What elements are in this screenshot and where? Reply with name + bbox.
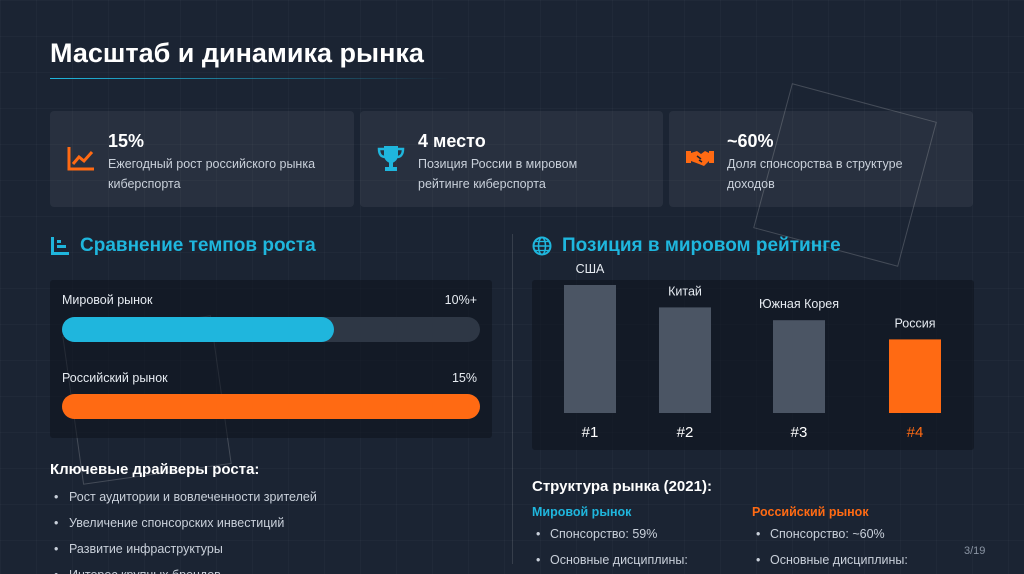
rank-number-label: #3	[791, 424, 808, 441]
stat-description: Ежегодный рост российского рынка киберсп…	[108, 157, 316, 191]
bar-label-world: Мировой рынок	[62, 293, 153, 307]
list-item: Основные дисциплины:	[752, 550, 908, 574]
rank-country-label: Южная Корея	[759, 297, 839, 311]
list-item: Увеличение спонсорских инвестиций	[54, 513, 317, 539]
list-item: Рост аудитории и вовлеченности зрителей	[54, 487, 317, 513]
drivers-title: Ключевые драйверы роста:	[50, 461, 260, 478]
structure-list-world: Спонсорство: 59% Основные дисциплины:	[532, 524, 688, 574]
growth-section-title: Сравнение темпов роста	[80, 235, 316, 256]
growth-panel: Мировой рынок 10%+ Российский рынок 15%	[50, 280, 492, 438]
rank-country-label: Россия	[895, 316, 936, 330]
title-underline	[50, 78, 450, 79]
list-item: Основные дисциплины:	[532, 550, 688, 574]
bar-track-world	[62, 317, 480, 342]
bar-fill-russia	[62, 394, 480, 419]
bar-fill-world	[62, 317, 334, 342]
rank-bar	[659, 307, 711, 413]
stat-value: 4 место	[418, 131, 486, 151]
rank-bar	[564, 285, 616, 413]
bar-value-world: 10%+	[444, 293, 477, 307]
bar-track-russia	[62, 394, 480, 419]
structure-col-head-russia: Российский рынок	[752, 505, 869, 519]
list-item: Развитие инфраструктуры	[54, 539, 317, 565]
rank-number-label: #1	[582, 424, 599, 441]
list-item: Спонсорство: 59%	[532, 524, 688, 550]
ranking-section-title: Позиция в мировом рейтинге	[562, 235, 841, 256]
line-chart-icon	[67, 147, 94, 171]
bar-value-russia: 15%	[451, 371, 477, 385]
rank-country-label: Китай	[668, 284, 702, 298]
rank-number-label: #4	[907, 424, 924, 441]
structure-col-head-world: Мировой рынок	[532, 505, 632, 519]
list-item: Спонсорство: ~60%	[752, 524, 908, 550]
stat-description: Позиция России в мировом рейтинге киберс…	[418, 157, 578, 191]
rank-bar	[889, 339, 941, 413]
trophy-icon	[377, 146, 405, 171]
stat-card-sponsorship: ~60% Доля спонсорства в структуре доходо…	[669, 111, 973, 207]
rank-bar	[773, 320, 825, 413]
globe-icon	[532, 236, 552, 256]
column-divider	[512, 234, 513, 564]
handshake-icon	[686, 151, 714, 166]
structure-list-russia: Спонсорство: ~60% Основные дисциплины:	[752, 524, 908, 574]
ranking-panel: США #1 Китай #2 Южная Корея #3 Россия #4	[532, 262, 974, 450]
page-number: 3/19	[964, 545, 986, 557]
page-title: Масштаб и динамика рынка	[50, 38, 424, 68]
stat-card-growth: 15% Ежегодный рост российского рынка киб…	[50, 111, 354, 207]
ranking-chart: США #1 Китай #2 Южная Корея #3 Россия #4	[564, 262, 941, 441]
stat-card-rank: 4 место Позиция России в мировом рейтинг…	[360, 111, 663, 207]
rank-country-label: США	[576, 262, 605, 276]
list-item: Интерес крупных брендов	[54, 565, 317, 574]
stat-value: 15%	[108, 131, 145, 151]
bar-list-icon	[51, 237, 69, 255]
drivers-list: Рост аудитории и вовлеченности зрителей …	[54, 487, 317, 574]
bar-label-russia: Российский рынок	[62, 371, 168, 385]
structure-title: Структура рынка (2021):	[532, 478, 712, 495]
stat-description: Доля спонсорства в структуре доходов	[727, 157, 903, 191]
rank-number-label: #2	[677, 424, 694, 441]
stat-value: ~60%	[727, 131, 774, 151]
